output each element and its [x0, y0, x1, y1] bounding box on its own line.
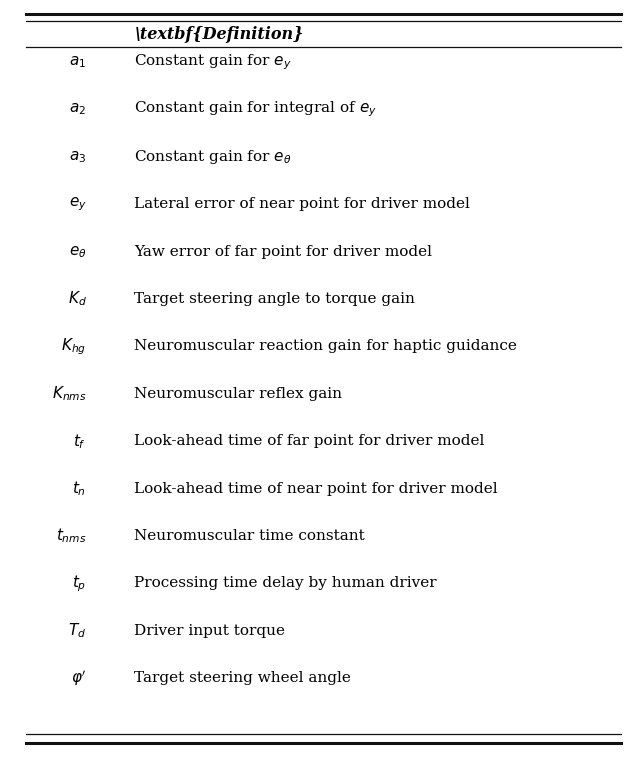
Text: \textbf{Definition}: \textbf{Definition}: [134, 26, 304, 42]
Text: Processing time delay by human driver: Processing time delay by human driver: [134, 576, 437, 590]
Text: $\mathit{t}_n$: $\mathit{t}_n$: [72, 479, 86, 498]
Text: Lateral error of near point for driver model: Lateral error of near point for driver m…: [134, 197, 470, 211]
Text: $\mathit{a}_2$: $\mathit{a}_2$: [69, 102, 86, 117]
Text: Look-ahead time of near point for driver model: Look-ahead time of near point for driver…: [134, 481, 498, 496]
Text: Neuromuscular reflex gain: Neuromuscular reflex gain: [134, 387, 342, 401]
Text: Constant gain for $e_{\theta}$: Constant gain for $e_{\theta}$: [134, 148, 292, 166]
Text: Neuromuscular time constant: Neuromuscular time constant: [134, 529, 365, 543]
Text: $\mathit{a}_3$: $\mathit{a}_3$: [69, 149, 86, 164]
Text: Neuromuscular reaction gain for haptic guidance: Neuromuscular reaction gain for haptic g…: [134, 340, 517, 353]
Text: Target steering wheel angle: Target steering wheel angle: [134, 671, 351, 685]
Text: $\mathit{\varphi}'$: $\mathit{\varphi}'$: [71, 669, 86, 688]
Text: Look-ahead time of far point for driver model: Look-ahead time of far point for driver …: [134, 434, 484, 448]
Text: Constant gain for $e_y$: Constant gain for $e_y$: [134, 52, 292, 72]
Text: $\mathit{t}_p$: $\mathit{t}_p$: [72, 573, 86, 594]
Text: $\mathit{K}_{hg}$: $\mathit{K}_{hg}$: [61, 336, 86, 357]
Text: Target steering angle to torque gain: Target steering angle to torque gain: [134, 292, 415, 306]
Text: Constant gain for integral of $e_y$: Constant gain for integral of $e_y$: [134, 100, 378, 119]
Text: $\mathit{t}_f$: $\mathit{t}_f$: [74, 432, 86, 450]
Text: $\mathit{K}_d$: $\mathit{K}_d$: [68, 290, 86, 309]
Text: $\mathit{a}_1$: $\mathit{a}_1$: [69, 55, 86, 70]
Text: Driver input torque: Driver input torque: [134, 624, 285, 637]
Text: $\mathit{K}_{nms}$: $\mathit{K}_{nms}$: [52, 384, 86, 403]
Text: $\mathit{e}_{\theta}$: $\mathit{e}_{\theta}$: [68, 244, 86, 259]
Text: $\mathit{T}_d$: $\mathit{T}_d$: [68, 622, 86, 640]
Text: Yaw error of far point for driver model: Yaw error of far point for driver model: [134, 245, 433, 258]
Text: $\mathit{t}_{nms}$: $\mathit{t}_{nms}$: [56, 527, 86, 545]
Text: $\mathit{e}_y$: $\mathit{e}_y$: [68, 196, 86, 213]
